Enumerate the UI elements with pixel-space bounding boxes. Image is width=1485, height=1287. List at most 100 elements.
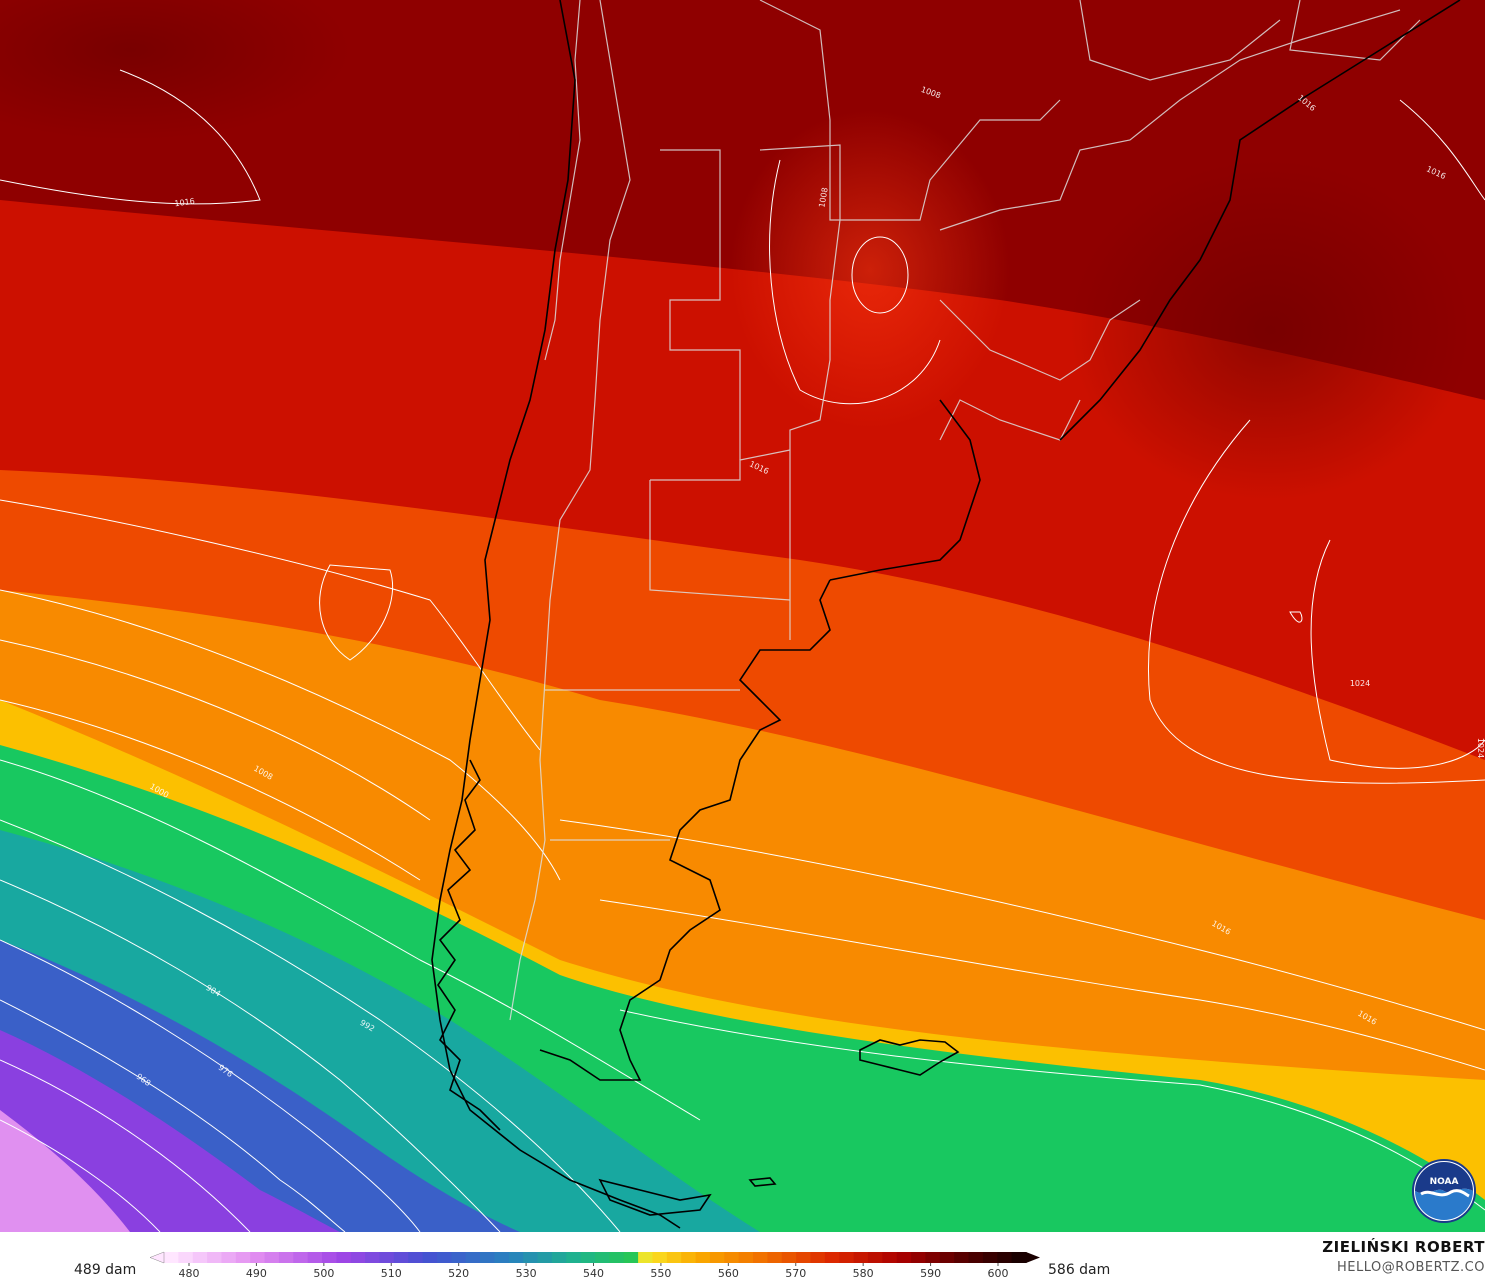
colorbar-swatch	[982, 1252, 998, 1263]
colorbar-swatch	[566, 1252, 582, 1263]
colorbar-swatch	[207, 1252, 223, 1263]
colorbar-swatch	[322, 1252, 337, 1263]
border-andes	[509, 0, 631, 1021]
isobar-988	[0, 879, 501, 1232]
coast-argentina	[539, 579, 831, 1081]
colorbar-swatch	[609, 1252, 625, 1263]
colorbar: 480 490 500 510 520 530 540 550 560 570 580 590 600	[149, 1251, 1040, 1280]
colorbar-swatch	[408, 1252, 424, 1263]
border-brazil-states-2	[939, 299, 1141, 381]
colorbar-tick-label: 550	[650, 1267, 671, 1280]
isobar-1016-s	[559, 819, 1485, 1031]
isobar-1016-ne	[1399, 99, 1485, 201]
colorbar-swatch	[307, 1252, 323, 1263]
colorbar-tick-label: 520	[448, 1267, 469, 1280]
colorbar-swatch	[178, 1252, 194, 1263]
contour-label: 1016	[174, 197, 195, 209]
colorbar-swatches	[149, 1251, 1040, 1264]
band-purple	[0, 1030, 340, 1232]
colorbar-swatch	[767, 1252, 783, 1263]
colorbar-swatch	[264, 1252, 280, 1263]
colorbar-tick-label: 480	[179, 1267, 200, 1280]
colorbar-swatch	[1011, 1252, 1027, 1263]
colorbar-ticks: 480 490 500 510 520 530 540 550 560 570 580 590 600	[179, 1263, 1009, 1280]
colorbar-swatch	[623, 1252, 639, 1263]
colorbar-tick-label: 500	[313, 1267, 334, 1280]
colorbar-swatch	[882, 1252, 898, 1263]
isobar-1024-high	[1310, 539, 1485, 769]
colorbar-swatch	[551, 1252, 567, 1263]
isobar-1012	[0, 589, 561, 881]
isobar-1012-s	[599, 899, 1485, 1071]
colorbar-min-arrow	[149, 1251, 165, 1264]
colorbar-tick-label: 590	[920, 1267, 941, 1280]
colorbar-swatch	[681, 1252, 697, 1263]
isobar-1016-w	[0, 499, 541, 751]
coast-chile	[431, 0, 681, 1229]
isobar-lines	[0, 69, 1485, 1232]
colorbar-swatch	[537, 1252, 553, 1263]
ridge-center	[1070, 160, 1470, 500]
credits: ZIELIŃSKI ROBERT HELLO@ROBERTZ.CO	[1322, 1238, 1485, 1275]
coast-falklands	[859, 1039, 960, 1076]
colorbar-swatch	[781, 1252, 797, 1263]
coast-brazil	[1059, 0, 1461, 441]
colorbar-swatch	[278, 1252, 294, 1263]
border-uruguay	[939, 399, 1081, 441]
coast-tierra-del-fuego	[598, 1178, 712, 1216]
ridge-nw	[0, 0, 350, 140]
color-legend: 480 490 500 510 520 530 540 550 560 570 580 590 600	[0, 1232, 1485, 1287]
border-brazil-states-3	[1079, 0, 1281, 81]
colorbar-swatch	[422, 1252, 438, 1263]
colorbar-swatch	[824, 1252, 840, 1263]
colorbar-swatch	[724, 1252, 740, 1263]
colorbar-tick-label: 510	[381, 1267, 402, 1280]
colorbar-swatch	[666, 1252, 682, 1263]
colorbar-swatch	[709, 1252, 725, 1263]
height-color-bands	[0, 0, 1485, 1232]
isobar-976	[0, 1059, 251, 1232]
colorbar-swatch	[638, 1252, 654, 1263]
colorbar-swatch	[695, 1252, 711, 1263]
contour-label: 1024	[1350, 679, 1370, 688]
colorbar-swatch	[595, 1252, 610, 1263]
noaa-logo-icon: NOAA	[1412, 1159, 1476, 1223]
isobar-1008	[0, 639, 431, 821]
colorbar-swatch	[810, 1252, 826, 1263]
colorbar-swatch	[365, 1252, 381, 1263]
colorbar-tick-label: 490	[246, 1267, 267, 1280]
coastlines	[431, 0, 1461, 1229]
colorbar-tick-label: 570	[785, 1267, 806, 1280]
border-provinces-3	[649, 480, 791, 601]
colorbar-swatch	[508, 1252, 524, 1263]
colorbar-swatch	[465, 1252, 481, 1263]
colorbar-swatch	[523, 1252, 539, 1263]
colorbar-swatch	[293, 1252, 309, 1263]
isobar-1008-low	[851, 236, 909, 314]
geopotential-height-map: 1016100810081016101610161024102410081000…	[0, 0, 1485, 1232]
colorbar-tick-label: 600	[988, 1267, 1009, 1280]
colorbar-swatch	[350, 1252, 366, 1263]
political-borders	[509, 0, 1421, 1021]
isobar-blip	[1289, 611, 1303, 623]
colorbar-swatch	[393, 1252, 409, 1263]
colorbar-tick-label: 560	[718, 1267, 739, 1280]
colorbar-swatch	[580, 1252, 596, 1263]
coast-isla-estados	[748, 1177, 777, 1187]
colorbar-swatch	[652, 1252, 668, 1263]
coast-rio-de-la-plata	[829, 399, 981, 581]
colorbar-swatch	[753, 1252, 768, 1263]
warm-center	[730, 110, 1010, 430]
svg-text:NOAA: NOAA	[1430, 1177, 1459, 1187]
contour-label: 1024	[1476, 738, 1485, 758]
colorbar-swatch	[968, 1252, 984, 1263]
colorbar-swatch	[192, 1252, 208, 1263]
isobar-984	[0, 939, 421, 1232]
border-provinces-1	[759, 144, 841, 640]
colorbar-swatch	[925, 1252, 941, 1263]
isobar-1000	[0, 699, 421, 881]
colorbar-swatch	[911, 1252, 927, 1263]
colorbar-swatch	[235, 1252, 251, 1263]
author-email: HELLO@ROBERTZ.CO	[1336, 1260, 1485, 1275]
border-bolivia-paraguay	[759, 0, 1061, 221]
